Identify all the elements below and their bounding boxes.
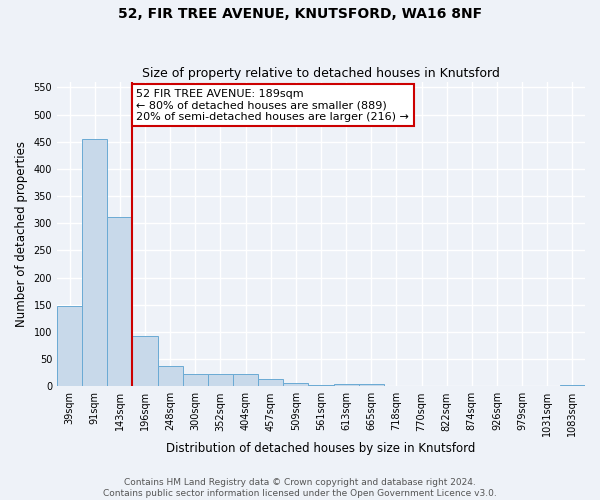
Bar xyxy=(82,139,107,386)
Title: Size of property relative to detached houses in Knutsford: Size of property relative to detached ho… xyxy=(142,66,500,80)
Bar xyxy=(258,380,283,386)
Bar xyxy=(183,374,208,386)
Text: 52, FIR TREE AVENUE, KNUTSFORD, WA16 8NF: 52, FIR TREE AVENUE, KNUTSFORD, WA16 8NF xyxy=(118,8,482,22)
X-axis label: Distribution of detached houses by size in Knutsford: Distribution of detached houses by size … xyxy=(166,442,476,455)
Bar xyxy=(158,366,183,386)
Bar xyxy=(308,385,334,386)
Bar xyxy=(233,374,258,386)
Text: Contains HM Land Registry data © Crown copyright and database right 2024.
Contai: Contains HM Land Registry data © Crown c… xyxy=(103,478,497,498)
Bar xyxy=(208,374,233,386)
Bar xyxy=(283,382,308,386)
Bar xyxy=(334,384,359,386)
Bar xyxy=(560,384,585,386)
Bar xyxy=(57,306,82,386)
Text: 52 FIR TREE AVENUE: 189sqm
← 80% of detached houses are smaller (889)
20% of sem: 52 FIR TREE AVENUE: 189sqm ← 80% of deta… xyxy=(136,88,409,122)
Bar xyxy=(359,384,384,386)
Y-axis label: Number of detached properties: Number of detached properties xyxy=(15,141,28,327)
Bar xyxy=(107,218,133,386)
Bar xyxy=(133,336,158,386)
